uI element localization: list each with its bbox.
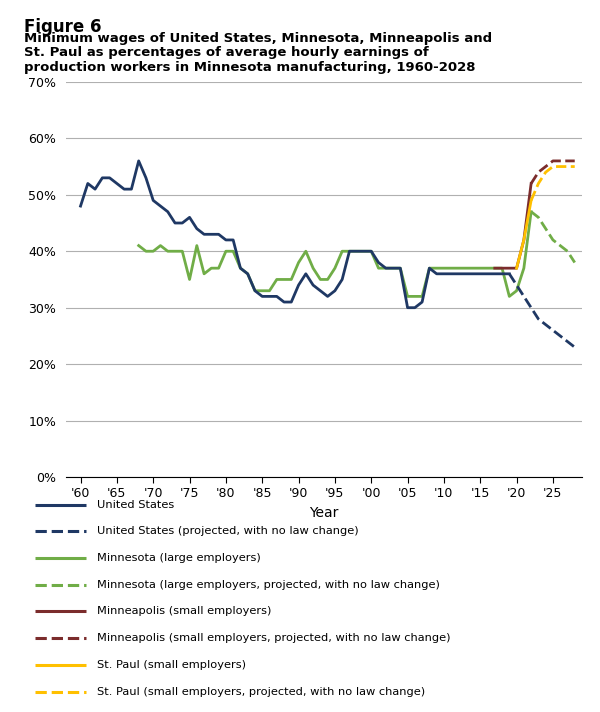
Text: Figure 6: Figure 6 — [24, 18, 101, 36]
Text: St. Paul (small employers): St. Paul (small employers) — [97, 660, 247, 670]
Text: St. Paul as percentages of average hourly earnings of: St. Paul as percentages of average hourl… — [24, 46, 429, 59]
Text: United States (projected, with no law change): United States (projected, with no law ch… — [97, 526, 359, 536]
Text: Minnesota (large employers, projected, with no law change): Minnesota (large employers, projected, w… — [97, 580, 440, 590]
Text: Minneapolis (small employers, projected, with no law change): Minneapolis (small employers, projected,… — [97, 633, 451, 643]
Text: production workers in Minnesota manufacturing, 1960-2028: production workers in Minnesota manufact… — [24, 61, 476, 73]
Text: Minneapolis (small employers): Minneapolis (small employers) — [97, 607, 272, 617]
Text: St. Paul (small employers, projected, with no law change): St. Paul (small employers, projected, wi… — [97, 686, 425, 696]
Text: United States: United States — [97, 500, 175, 510]
Text: Minnesota (large employers): Minnesota (large employers) — [97, 553, 261, 563]
Text: Minimum wages of United States, Minnesota, Minneapolis and: Minimum wages of United States, Minnesot… — [24, 32, 492, 45]
X-axis label: Year: Year — [310, 506, 338, 520]
